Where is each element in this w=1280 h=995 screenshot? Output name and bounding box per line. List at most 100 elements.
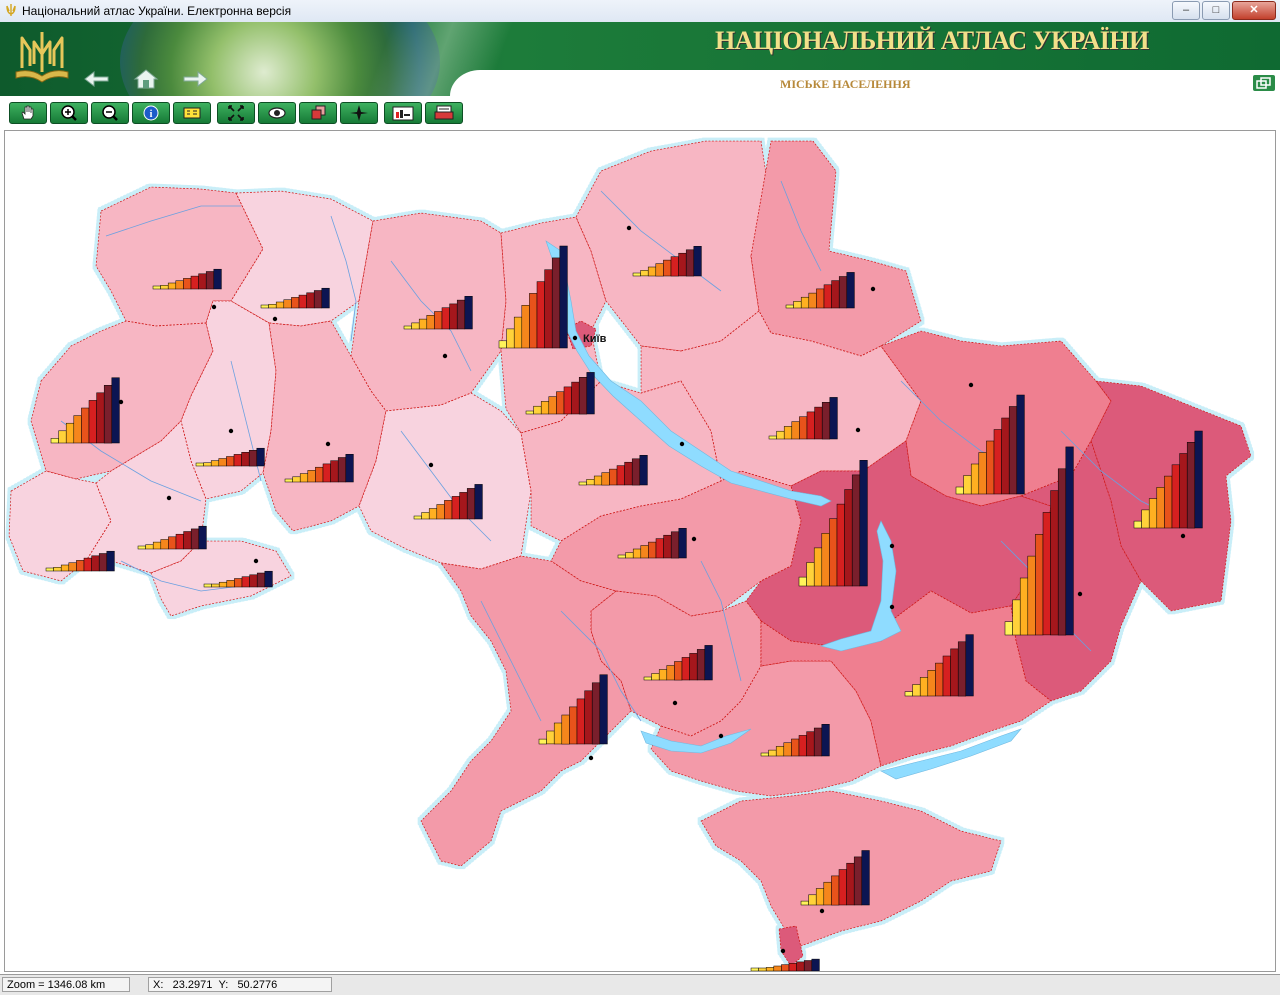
chart-bar: [791, 421, 800, 440]
chart-bar: [210, 460, 220, 467]
chart-bar: [513, 316, 523, 349]
zoom-in-button[interactable]: [50, 102, 88, 124]
pan-tool-button[interactable]: [9, 102, 47, 124]
chart-bar: [655, 263, 664, 277]
chart-bar: [569, 706, 578, 745]
maximize-icon: □: [1212, 4, 1220, 16]
close-button[interactable]: ✕: [1232, 1, 1276, 20]
chart-bar: [970, 463, 980, 495]
chart-bar: [103, 385, 113, 444]
chart-button[interactable]: [384, 102, 422, 124]
minimize-button[interactable]: –: [1172, 1, 1200, 20]
chart-bar: [919, 677, 929, 697]
chart-bar: [806, 731, 815, 757]
chart-bar: [806, 411, 815, 440]
city-dot-3: [442, 353, 448, 359]
forward-button[interactable]: [180, 68, 210, 90]
chart-bar: [198, 525, 207, 550]
chart-bar: [773, 965, 782, 971]
chart-bar: [428, 508, 438, 520]
full-extent-button[interactable]: [217, 102, 255, 124]
chart-bar: [175, 280, 184, 290]
zoom-out-icon: [102, 105, 118, 121]
map-toolbar: i: [0, 96, 1280, 130]
chart-bar: [768, 435, 777, 440]
chart-bar: [183, 278, 192, 290]
maximize-button[interactable]: □: [1202, 1, 1230, 20]
chart-bar: [1164, 475, 1173, 529]
chart-bar: [345, 454, 354, 483]
chart-bar: [418, 318, 428, 330]
chart-bar: [1057, 468, 1067, 636]
chart-bar: [678, 252, 687, 277]
chart-bar: [593, 475, 603, 486]
chart-bar: [776, 430, 785, 440]
chart-bar: [599, 674, 608, 745]
chart-bar: [241, 452, 250, 467]
chart-bar: [678, 528, 687, 559]
urban-population-chart-15: [1133, 430, 1203, 529]
chart-bar: [647, 266, 657, 277]
chart-bar: [846, 862, 855, 906]
back-arrow-icon: [84, 70, 109, 88]
chart-bar: [823, 284, 832, 309]
river-8: [400, 430, 492, 542]
chart-bar: [803, 960, 813, 971]
compass-icon: [350, 105, 368, 121]
chart-bar: [584, 690, 593, 745]
city-dot-23: [718, 733, 724, 739]
chart-bar: [459, 492, 468, 520]
chart-bar: [950, 648, 959, 697]
chart-bar: [586, 479, 595, 486]
chart-bar: [283, 299, 292, 309]
window-restore-icon[interactable]: [1252, 74, 1276, 92]
chart-bar: [426, 315, 435, 330]
map-view[interactable]: Київ: [4, 130, 1276, 972]
chart-bar: [586, 372, 595, 415]
zoom-out-button[interactable]: [91, 102, 129, 124]
urban-population-chart-24: [760, 724, 830, 757]
legend-button[interactable]: [173, 102, 211, 124]
chart-bar: [561, 714, 570, 745]
chart-bar: [1194, 430, 1203, 529]
chart-bar: [685, 249, 695, 277]
chart-bar: [689, 653, 698, 681]
layers-button[interactable]: [299, 102, 337, 124]
river-13: [700, 560, 742, 682]
home-button[interactable]: [131, 68, 161, 90]
chart-bar: [198, 273, 207, 290]
chart-bar: [625, 552, 634, 559]
city-dot-19: [1077, 591, 1083, 597]
info-button[interactable]: i: [132, 102, 170, 124]
chart-bar: [571, 381, 580, 415]
chart-bar: [548, 396, 557, 415]
chart-bar: [68, 562, 77, 572]
chart-bar: [800, 296, 810, 309]
urban-population-chart-9: [284, 454, 354, 483]
city-dot-6: [870, 286, 876, 292]
sumy-region: [750, 140, 922, 357]
chart-bar: [1019, 577, 1029, 636]
chart-bar: [831, 875, 840, 906]
chart-bar: [631, 458, 641, 486]
ukraine-urban-population-map[interactable]: Київ: [5, 131, 1275, 971]
chart-bar: [551, 257, 561, 349]
chart-bar: [91, 555, 100, 572]
back-button[interactable]: [82, 68, 112, 90]
overview-button[interactable]: [258, 102, 296, 124]
compass-button[interactable]: [340, 102, 378, 124]
chart-bar: [218, 581, 228, 588]
urban-population-chart-18: [203, 570, 273, 588]
chart-bar: [643, 676, 652, 681]
chart-bar: [1004, 621, 1013, 636]
chart-bar: [811, 958, 820, 971]
chart-bar: [306, 292, 315, 309]
odesa-region: [420, 555, 632, 867]
print-button[interactable]: [425, 102, 463, 124]
urban-population-chart-20: [798, 460, 868, 587]
chart-bar: [474, 484, 483, 520]
chart-bar: [696, 649, 706, 681]
chart-bar: [821, 724, 830, 757]
chart-bar: [313, 290, 323, 309]
svg-text:i: i: [150, 109, 153, 120]
